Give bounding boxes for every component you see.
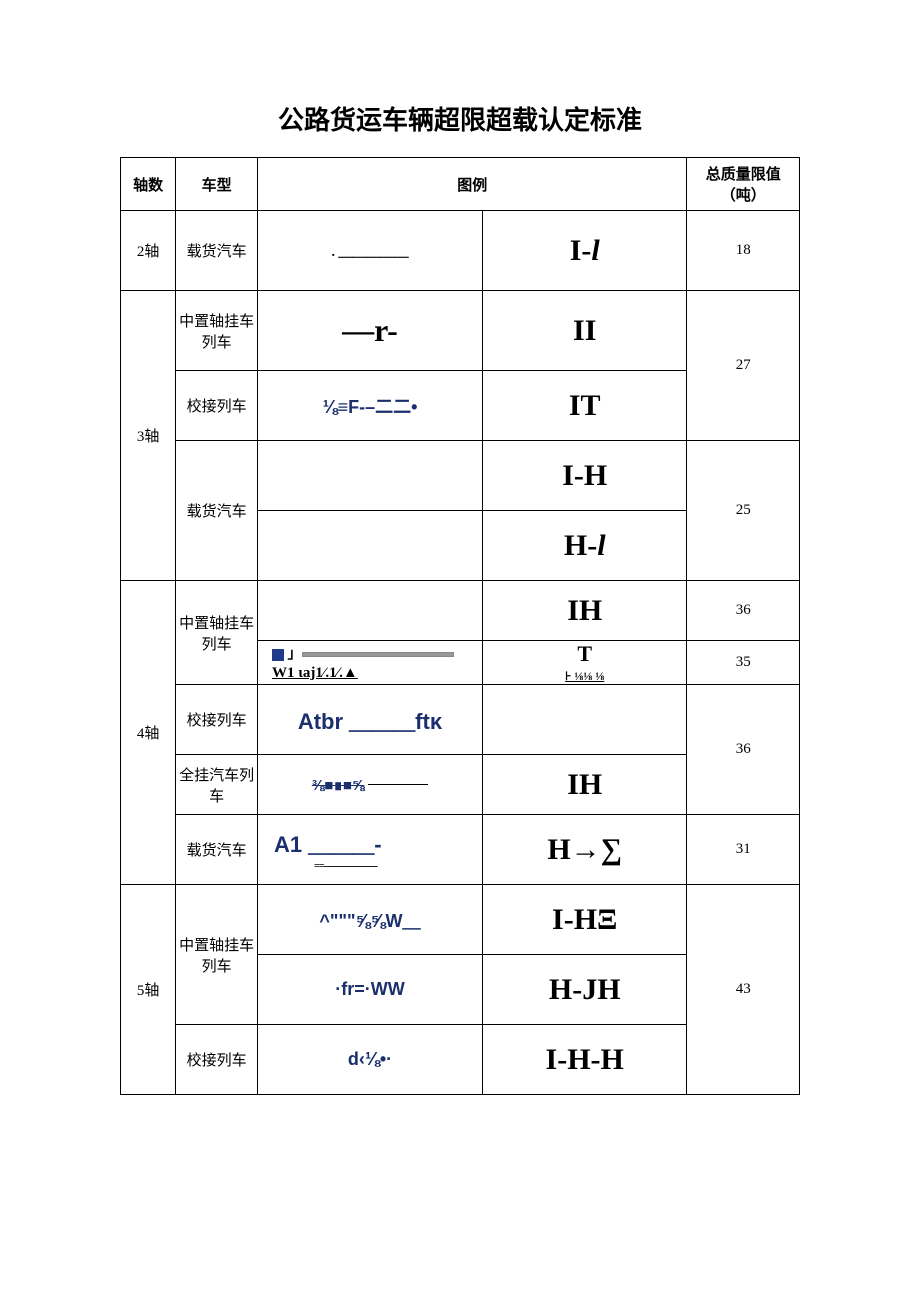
col-header-axles: 轴数 [121, 158, 176, 211]
diagram-icon: I-l [570, 234, 600, 267]
diagram-icon: —r- [342, 312, 398, 348]
axle-cell: 3轴 [121, 291, 176, 581]
diagram-cell: H-JH [482, 955, 687, 1025]
diagram-icon: II [573, 314, 596, 347]
diagram-icon: I-HΞ [552, 903, 617, 936]
type-cell: 中置轴挂车列车 [176, 885, 258, 1025]
page-title: 公路货运车辆超限超载认定标准 [120, 100, 800, 137]
diagram-icon: T [577, 641, 592, 667]
diagram-icon: Atbr ＿＿＿ftκ [298, 709, 442, 734]
diagram-cell: 」 W1 ιaj1⁄.1⁄.▲ [258, 641, 483, 685]
diagram-icon: d‹⅛•· [348, 1049, 392, 1069]
diagram-cell: A1 ＿＿＿- ==----------------------- [258, 815, 483, 885]
axle-cell: 5轴 [121, 885, 176, 1095]
type-cell: 载货汽车 [176, 441, 258, 581]
table-row: 2轴 载货汽车 . ＿＿＿＿＿ I-l 18 [121, 211, 800, 291]
diagram-icon: ⅛≡F-–二二• [323, 397, 418, 417]
diagram-icon: I-H [562, 459, 607, 492]
col-header-limit: 总质量限值（吨） [687, 158, 800, 211]
limit-cell: 43 [687, 885, 800, 1095]
table-header-row: 轴数 车型 图例 总质量限值（吨） [121, 158, 800, 211]
limit-cell: 18 [687, 211, 800, 291]
diagram-icon: ⅜■∎■⅝ [312, 777, 365, 794]
limit-cell: 31 [687, 815, 800, 885]
limit-cell: 36 [687, 685, 800, 815]
diagram-icon: H-l [564, 529, 606, 562]
diagram-cell [258, 511, 483, 581]
diagram-cell: I-HΞ [482, 885, 687, 955]
axle-cell: 4轴 [121, 581, 176, 885]
diagram-cell: Atbr ＿＿＿ftκ [258, 685, 483, 755]
diagram-cell: d‹⅛•· [258, 1025, 483, 1095]
diagram-icon: IH [567, 594, 602, 627]
standards-table: 轴数 车型 图例 总质量限值（吨） 2轴 载货汽车 . ＿＿＿＿＿ I-l 18… [120, 157, 800, 1095]
diagram-icon: A1 ＿＿＿- [274, 827, 382, 859]
type-cell: 中置轴挂车列车 [176, 291, 258, 371]
table-row: 5轴 中置轴挂车列车 ^"""⅝⅝W＿ I-HΞ 43 [121, 885, 800, 955]
col-header-type: 车型 [176, 158, 258, 211]
diagram-cell: ⅜■∎■⅝ [258, 755, 483, 815]
diagram-icon: H→∑ [547, 833, 622, 866]
diagram-cell [258, 441, 483, 511]
diagram-cell: H-l [482, 511, 687, 581]
type-cell: 校接列车 [176, 371, 258, 441]
diagram-icon: ⊦ ⅛⅛ ⅛ [565, 669, 604, 684]
diagram-cell [258, 581, 483, 641]
diagram-icon: I-H-H [546, 1043, 624, 1076]
axle-cell: 2轴 [121, 211, 176, 291]
type-cell: 中置轴挂车列车 [176, 581, 258, 685]
diagram-cell: —r- [258, 291, 483, 371]
diagram-icon: W1 ιaj1⁄.1⁄.▲ [272, 665, 358, 682]
diagram-cell [482, 685, 687, 755]
diagram-icon: . ＿＿＿＿＿ [331, 245, 408, 260]
diagram-icon: H-JH [549, 973, 621, 1006]
col-header-diagram: 图例 [258, 158, 687, 211]
limit-cell: 35 [687, 641, 800, 685]
diagram-cell: ^"""⅝⅝W＿ [258, 885, 483, 955]
limit-cell: 25 [687, 441, 800, 581]
table-row: 3轴 中置轴挂车列车 —r- II 27 [121, 291, 800, 371]
limit-cell: 27 [687, 291, 800, 441]
diagram-cell: II [482, 291, 687, 371]
table-row: 载货汽车 I-H 25 [121, 441, 800, 511]
diagram-cell: . ＿＿＿＿＿ [258, 211, 483, 291]
diagram-cell: I-H [482, 441, 687, 511]
diagram-cell: I-H-H [482, 1025, 687, 1095]
diagram-cell: ·fr=·WW [258, 955, 483, 1025]
diagram-cell: IH [482, 581, 687, 641]
diagram-icon: ^"""⅝⅝W＿ [319, 911, 420, 931]
diagram-cell: T ⊦ ⅛⅛ ⅛ [482, 641, 687, 685]
square-icon [272, 649, 284, 661]
diagram-cell: H→∑ [482, 815, 687, 885]
type-cell: 校接列车 [176, 685, 258, 755]
diagram-icon: IT [569, 389, 601, 422]
table-row: 载货汽车 A1 ＿＿＿- ==----------------------- H… [121, 815, 800, 885]
type-cell: 全挂汽车列车 [176, 755, 258, 815]
limit-cell: 36 [687, 581, 800, 641]
diagram-icon: IH [567, 768, 602, 801]
type-cell: 校接列车 [176, 1025, 258, 1095]
table-row: 4轴 中置轴挂车列车 IH 36 [121, 581, 800, 641]
type-cell: 载货汽车 [176, 211, 258, 291]
diagram-cell: IH [482, 755, 687, 815]
diagram-icon: ·fr=·WW [335, 979, 404, 999]
type-cell: 载货汽车 [176, 815, 258, 885]
diagram-cell: ⅛≡F-–二二• [258, 371, 483, 441]
diagram-icon: ==----------------------- [314, 861, 377, 872]
diagram-cell: IT [482, 371, 687, 441]
table-row: 校接列车 Atbr ＿＿＿ftκ 36 [121, 685, 800, 755]
diagram-cell: I-l [482, 211, 687, 291]
